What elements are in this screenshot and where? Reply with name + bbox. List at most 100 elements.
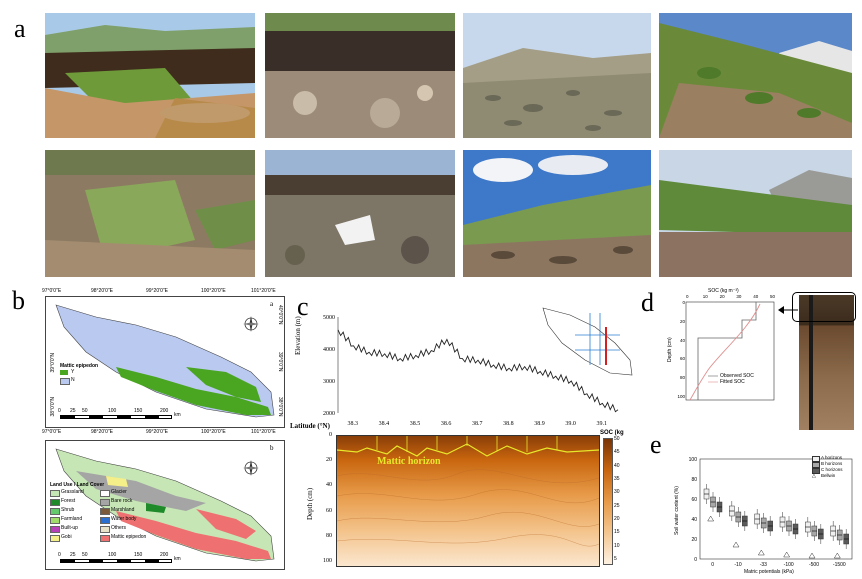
map-a-left-tick: 39°0'0"N xyxy=(50,353,56,373)
bellwin-marker xyxy=(732,541,740,548)
legend-label: Bare rock xyxy=(111,498,133,504)
legend-swatch-y xyxy=(60,370,68,375)
elevation-tick: 2000 xyxy=(323,411,335,417)
soil-water-y-label: Soil water content (%) xyxy=(674,486,680,535)
legend-fitted: Fitted SOC xyxy=(720,379,745,385)
legend-swatch xyxy=(100,517,110,524)
legend-label: Bellwin xyxy=(821,473,836,478)
inset-transect-map xyxy=(542,307,633,376)
map-a-sublabel: a xyxy=(270,300,274,308)
scale-tick: 0 xyxy=(58,552,61,558)
legend-label-y: Y xyxy=(71,369,75,375)
map-a-top-tick: 99°20'0"E xyxy=(146,288,168,294)
legend-label: Farmland xyxy=(61,516,83,522)
soc-x-ticks: 0 10 20 30 40 50 xyxy=(686,294,776,302)
bellwin-marker xyxy=(757,549,765,556)
panel-label-c: c xyxy=(297,292,309,321)
scale-tick: 100 xyxy=(108,552,117,558)
map-land-cover: b Land Use / Land Cover Grassland Glacier… xyxy=(45,440,285,570)
panel-label-d: d xyxy=(641,288,654,317)
scale-tick: 0 xyxy=(58,408,61,414)
scale-unit: km xyxy=(174,412,181,418)
soc-x-title: SOC (kg m⁻³) xyxy=(708,288,739,294)
depth-tick: 20 xyxy=(326,457,332,464)
latitude-tick: 38.5 xyxy=(409,421,421,427)
legend-swatch xyxy=(812,462,820,468)
elevation-line xyxy=(337,329,619,413)
photo-mountain-slope xyxy=(659,13,852,138)
map-mattic-distribution: 97°0'0"E 98°20'0"E 99°20'0"E 100°20'0"E … xyxy=(42,288,285,435)
matric-x-tick: -500 xyxy=(809,562,819,567)
legend-swatch xyxy=(812,456,820,462)
legend-label: Forest xyxy=(61,498,76,504)
colorbar-tick: 20 xyxy=(614,516,620,522)
scale-tick: 150 xyxy=(134,408,143,414)
latitude-tick: 38.4 xyxy=(378,421,390,427)
soc-x-tick: 0 xyxy=(686,294,689,299)
legend-swatch xyxy=(100,490,110,497)
scale-bar xyxy=(60,559,172,563)
soc-x-tick: 50 xyxy=(770,294,776,299)
legend-label: Shrub xyxy=(61,507,75,513)
colorbar-tick: 35 xyxy=(614,476,620,482)
map-a-bottom-tick: 99°20'0"E xyxy=(146,429,168,435)
latitude-tick: 38.3 xyxy=(347,421,359,427)
matric-x-label: Matric potentials (kPa) xyxy=(744,569,794,575)
legend-swatch xyxy=(50,517,60,524)
legend-swatch xyxy=(50,499,60,506)
matric-x-tick: 0 xyxy=(711,562,714,567)
legend-label: Gobi xyxy=(61,534,72,540)
map-b-sublabel: b xyxy=(270,444,274,452)
photo-soil-profile-tape xyxy=(799,295,854,430)
matric-x-tick: -1500 xyxy=(833,562,846,567)
depth-tick: 60 xyxy=(326,507,332,514)
soc-y-tick: 20 xyxy=(679,318,685,324)
compass-icon xyxy=(243,460,259,476)
soil-water-y-tick: 60 xyxy=(691,497,697,503)
soc-y-tick: 60 xyxy=(679,356,685,362)
highlight-box xyxy=(792,292,856,322)
soc-x-tick: 20 xyxy=(719,294,725,299)
scale-tick: 200 xyxy=(160,408,169,414)
bellwin-marker xyxy=(707,515,715,522)
soc-y-label: Depth (cm) xyxy=(667,337,673,362)
colorbar-tick: 30 xyxy=(614,489,620,496)
latitude-tick: 38.8 xyxy=(503,421,514,427)
depth-tick: 40 xyxy=(326,482,332,489)
colorbar-tick: 25 xyxy=(614,502,620,509)
legend-swatch xyxy=(50,526,60,533)
legend-title: Land Use / Land Cover xyxy=(50,482,105,488)
map-a-right-tick: 38°0'0"N xyxy=(277,397,283,417)
soil-water-boxplot: 100 80 60 40 20 0 0 -10 -33 -100 -500 -1500 xyxy=(689,457,853,567)
soc-x-tick: 40 xyxy=(753,294,759,299)
latitude-tick: 39.0 xyxy=(565,421,576,427)
scale-tick: 200 xyxy=(160,552,169,558)
colorbar-tick: 40 xyxy=(614,462,620,469)
soil-water-y-tick: 40 xyxy=(691,517,697,523)
boxplot-frame xyxy=(699,458,853,560)
legend-observed: Observed SOC xyxy=(720,373,754,379)
colorbar-ticks: 5 10 15 20 25 30 35 40 45 50 xyxy=(614,436,634,563)
photo-bank-with-snow xyxy=(265,150,455,277)
map-a-bottom-tick: 101°20'0"E xyxy=(251,429,276,435)
legend-swatch xyxy=(100,499,110,506)
map-a-right-tick: 39°0'0"N xyxy=(277,352,283,372)
panel-e-soil-water: 100 80 60 40 20 0 0 -10 -33 -100 -500 -1500 Soil wa… xyxy=(672,455,857,577)
elevation-tick: 3000 xyxy=(323,379,335,385)
scale-tick: 100 xyxy=(108,408,117,414)
matric-x-tick: -33 xyxy=(760,562,767,567)
legend-label: Mattic epipedon xyxy=(111,534,147,540)
legend-swatch xyxy=(100,526,110,533)
depth-axis-label: Depth (cm) xyxy=(306,487,314,520)
arrow-left-icon xyxy=(778,306,798,314)
soil-water-y-tick: 80 xyxy=(691,477,697,483)
soc-depth-heatmap: Mattic horizon xyxy=(336,435,600,567)
latitude-axis-label: Latitude (°N) xyxy=(290,422,330,430)
depth-tick: 80 xyxy=(326,532,332,539)
map-a-bottom-tick: 98°20'0"E xyxy=(91,429,113,435)
soc-y-tick: 40 xyxy=(679,337,685,343)
scale-tick: 50 xyxy=(82,552,88,558)
map-a-top-tick: 100°20'0"E xyxy=(201,288,226,294)
soc-y-tick: 80 xyxy=(679,375,685,381)
matric-x-tick: -10 xyxy=(734,562,741,567)
